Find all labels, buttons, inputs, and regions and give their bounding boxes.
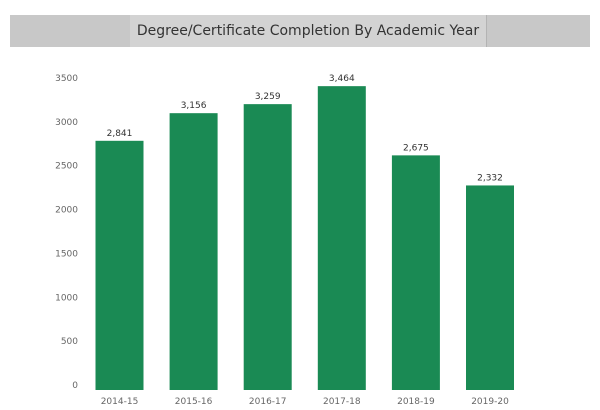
bar-2017-18[interactable] <box>317 86 366 390</box>
x-tick-label: 2016-17 <box>249 397 287 407</box>
y-tick-label: 0 <box>72 381 78 391</box>
x-tick-label: 2018-19 <box>397 397 435 407</box>
bar-value-label: 2,841 <box>107 129 133 139</box>
bar-2014-15[interactable] <box>95 140 144 390</box>
y-tick-label: 500 <box>61 337 78 347</box>
y-tick-label: 2500 <box>55 162 78 172</box>
bar-2018-19[interactable] <box>391 155 440 390</box>
bar-2016-17[interactable] <box>243 104 292 390</box>
chart-title-box: Degree/Certificate Completion By Academi… <box>130 15 487 47</box>
y-axis: 0 500 1000 1500 2000 2500 3000 3500 <box>55 74 78 391</box>
y-tick-label: 3000 <box>55 118 78 128</box>
bar-value-label: 3,464 <box>329 74 355 84</box>
y-tick-label: 3500 <box>55 74 78 84</box>
chart-title-bar: Degree/Certificate Completion By Academi… <box>10 15 590 47</box>
y-tick-label: 2000 <box>55 206 78 216</box>
bar-value-label: 2,332 <box>477 173 503 183</box>
bar-2015-16[interactable] <box>169 113 218 391</box>
x-tick-label: 2019-20 <box>471 397 509 407</box>
bar-value-label: 3,259 <box>255 92 281 102</box>
x-tick-label: 2014-15 <box>101 397 139 407</box>
bar-value-label: 3,156 <box>181 101 207 111</box>
bar-2019-20[interactable] <box>466 185 514 390</box>
bar-value-label: 2,675 <box>403 143 429 153</box>
chart-title: Degree/Certificate Completion By Academi… <box>136 23 480 39</box>
x-tick-label: 2017-18 <box>323 397 361 407</box>
y-tick-label: 1000 <box>55 293 78 303</box>
y-tick-label: 1500 <box>55 249 78 259</box>
x-tick-label: 2015-16 <box>175 397 213 407</box>
x-axis: 2014-15 2015-16 2016-17 2017-18 2018-19 2019-… <box>101 397 509 407</box>
bars-group: 2,841 3,156 3,259 3,464 2,675 2,332 <box>95 74 514 391</box>
